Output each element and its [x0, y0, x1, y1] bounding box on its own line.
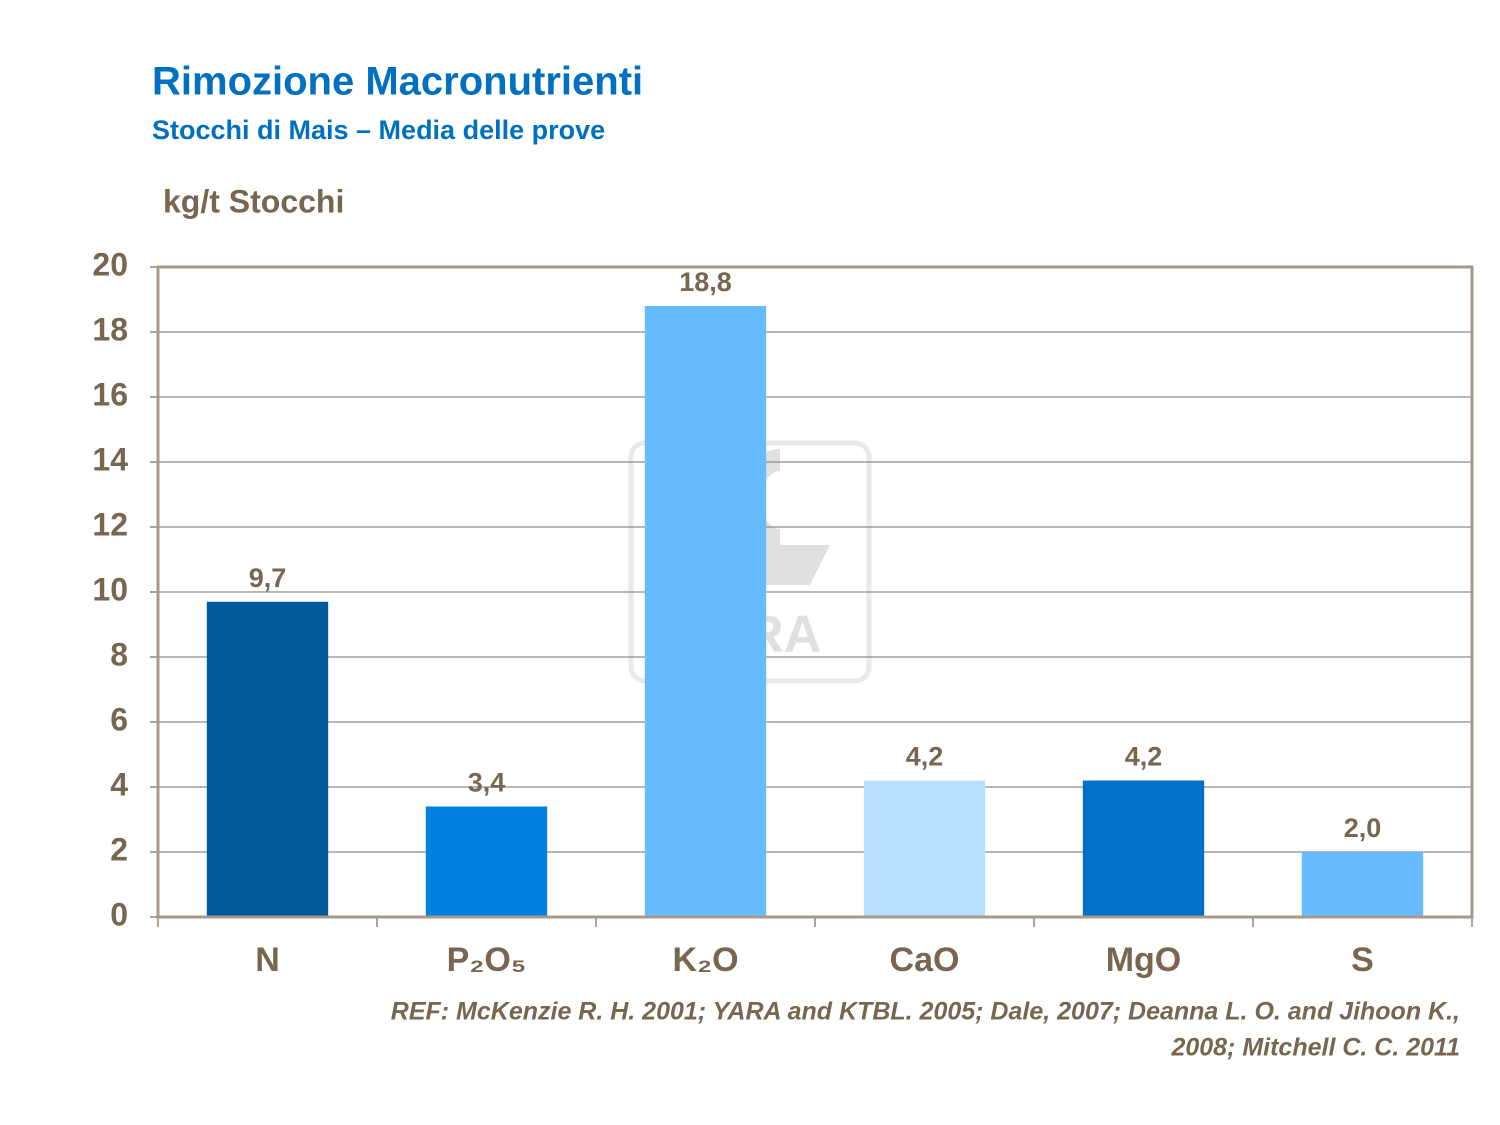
x-tick-label: MgO	[1106, 941, 1182, 979]
y-tick-label: 12	[92, 506, 128, 542]
y-tick-label: 6	[110, 701, 128, 737]
y-tick-label: 0	[110, 896, 128, 932]
reference: 2008; Mitchell C. C. 2011	[1170, 1034, 1460, 1062]
bar	[206, 601, 329, 917]
y-tick-label: 4	[110, 766, 128, 802]
value-label: 9,7	[249, 563, 287, 593]
y-tick-label: 20	[92, 246, 128, 282]
x-tick-label: N	[255, 941, 280, 979]
plot-frame	[156, 265, 1474, 919]
x-tick-label: CaO	[890, 941, 960, 979]
chart-subtitle: Stocchi di Mais – Media delle prove	[152, 115, 605, 145]
value-label: 4,2	[1125, 742, 1163, 772]
y-tick-label: 10	[92, 571, 128, 607]
value-label: 3,4	[468, 768, 506, 798]
y-tick-label: 18	[92, 311, 128, 347]
x-tick-label: P₂O₅	[447, 941, 527, 979]
reference: REF: McKenzie R. H. 2001; YARA and KTBL.…	[391, 998, 1460, 1026]
y-tick-label: 8	[110, 636, 128, 672]
y-tick-label: 14	[92, 441, 128, 477]
bar	[425, 806, 548, 917]
x-tick-label: S	[1351, 941, 1374, 979]
y-tick-label: 2	[110, 831, 128, 867]
bar	[644, 306, 767, 917]
value-label: 18,8	[679, 267, 732, 297]
y-axis-label: kg/t Stocchi	[163, 183, 344, 219]
bar	[1301, 852, 1424, 917]
value-label: 2,0	[1344, 813, 1382, 843]
value-label: 4,2	[906, 742, 944, 772]
x-tick-label: K₂O	[672, 941, 738, 979]
y-tick-label: 16	[92, 376, 128, 412]
bar	[1082, 780, 1205, 917]
bar	[863, 780, 986, 917]
chart-title: Rimozione Macronutrienti	[152, 60, 643, 104]
